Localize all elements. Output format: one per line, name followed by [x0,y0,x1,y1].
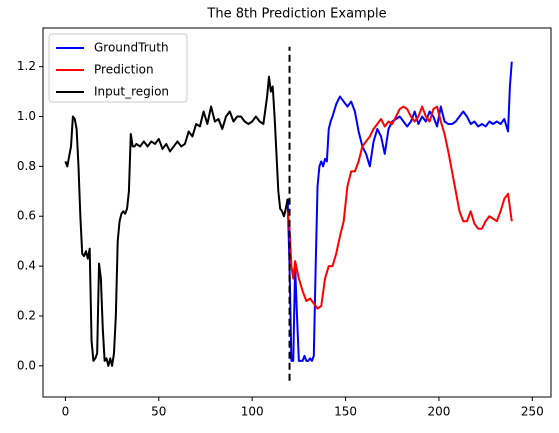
x-tick-label: 50 [151,405,166,419]
x-tick-label: 100 [241,405,264,419]
series-line [286,61,513,362]
y-tick-label: 0.2 [17,308,36,322]
y-tick-label: 1.0 [17,109,36,123]
legend-label: Prediction [94,63,154,77]
series-line [64,75,289,367]
y-tick-label: 0.0 [17,358,36,372]
legend-label: GroundTruth [94,41,169,55]
x-tick-label: 150 [334,405,357,419]
y-tick-label: 0.4 [17,259,36,273]
y-tick-label: 0.6 [17,209,36,223]
y-tick-label: 0.8 [17,159,36,173]
x-tick-label: 0 [62,405,70,419]
x-tick-label: 250 [521,405,544,419]
chart-title: The 8th Prediction Example [206,7,386,22]
y-tick-label: 1.2 [17,59,36,73]
legend-label: Input_region [94,85,169,99]
plot-frame [42,27,552,398]
x-tick-label: 200 [427,405,450,419]
legend-box [48,33,188,103]
series-line [286,105,513,310]
